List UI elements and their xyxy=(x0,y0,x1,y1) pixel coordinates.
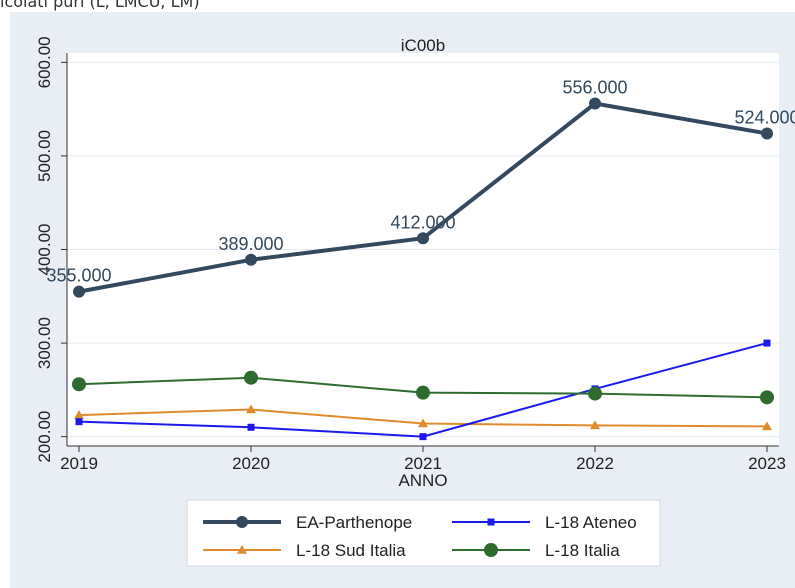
x-tick-label: 2021 xyxy=(404,454,442,473)
legend-marker xyxy=(487,518,495,526)
legend: EA-Parthenope L-18 Ateneo L-18 Sud Italia L… xyxy=(186,499,661,567)
data-label: 556.000 xyxy=(562,78,627,98)
data-point xyxy=(416,385,430,400)
data-point xyxy=(760,390,774,405)
x-tick-label: 2023 xyxy=(748,454,786,473)
data-point xyxy=(589,97,601,110)
data-point xyxy=(74,410,84,419)
x-tick-label: 2019 xyxy=(60,454,98,473)
data-point xyxy=(72,377,86,392)
y-tick-label: 200.00 xyxy=(35,411,54,463)
data-point xyxy=(761,127,773,140)
series-group xyxy=(72,97,774,441)
data-point xyxy=(418,418,428,428)
chart-panel: 200.00 300.00 400.00 500.00 600.00 2019 2020 20… xyxy=(10,12,795,588)
line-chart: 200.00 300.00 400.00 500.00 600.00 2019 2020 20… xyxy=(35,36,795,567)
data-point xyxy=(73,285,85,298)
chart-title: iC00b xyxy=(401,36,445,55)
data-label: 389.000 xyxy=(218,234,283,254)
data-label: 524.000 xyxy=(734,107,795,127)
legend-box xyxy=(186,499,661,567)
data-point xyxy=(246,404,256,414)
data-point xyxy=(588,386,602,401)
data-point xyxy=(763,339,771,347)
legend-label: EA-Parthenope xyxy=(296,513,412,532)
data-point xyxy=(75,418,83,426)
data-point xyxy=(590,420,600,430)
page-caption: icolati puri (L, LMCU, LM) xyxy=(0,0,200,11)
data-point xyxy=(247,423,255,431)
data-label: 412.000 xyxy=(390,212,455,232)
legend-label: L-18 Ateneo xyxy=(545,513,637,532)
y-tick-label: 400.00 xyxy=(35,224,54,276)
legend-marker xyxy=(484,543,498,557)
data-point xyxy=(417,232,429,245)
data-point xyxy=(419,433,427,441)
point-labels: 355.000 389.000 412.000 556.000 524.000 xyxy=(46,78,795,286)
data-point xyxy=(245,253,257,266)
legend-label: L-18 Italia xyxy=(545,541,620,560)
data-label: 355.000 xyxy=(46,266,111,286)
data-point xyxy=(244,370,258,385)
x-tick-label: 2022 xyxy=(576,454,614,473)
grid-lines xyxy=(67,61,779,438)
data-point xyxy=(762,421,772,431)
x-tick-label: 2020 xyxy=(232,454,270,473)
y-tick-label: 500.00 xyxy=(35,130,54,182)
y-tick-label: 300.00 xyxy=(35,317,54,369)
legend-marker xyxy=(237,545,247,554)
axes: 200.00 300.00 400.00 500.00 600.00 2019 2020 20… xyxy=(35,36,786,473)
y-tick-label: 600.00 xyxy=(35,36,54,88)
x-axis-title: ANNO xyxy=(398,471,447,490)
legend-label: L-18 Sud Italia xyxy=(296,541,406,560)
legend-marker xyxy=(236,516,248,528)
